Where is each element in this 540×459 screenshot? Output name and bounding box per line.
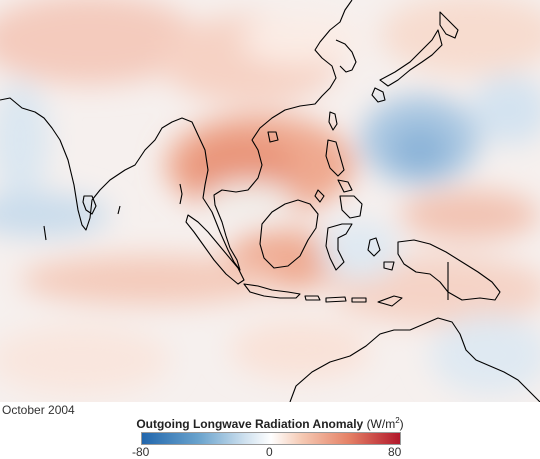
java-coast (243, 283, 301, 299)
anomaly-field (0, 0, 540, 395)
sumatra-coast (185, 214, 245, 285)
timor-coast (377, 295, 403, 307)
date-label: October 2004 (2, 403, 75, 417)
colorbar-max-label: 80 (388, 445, 402, 459)
legend-unit: (W/m2) (366, 416, 404, 431)
philippines-luzon (325, 139, 345, 177)
lesser-sunda-islands (304, 295, 367, 303)
legend-unit-exponent: 2 (395, 416, 400, 425)
japan-coast (379, 29, 443, 87)
korea-coast (335, 39, 357, 73)
palawan (314, 189, 325, 203)
coastlines (0, 0, 540, 402)
legend-title-text: Outgoing Longwave Radiation Anomaly (136, 417, 364, 431)
borneo-coast (259, 199, 319, 269)
hainan-coast (267, 131, 279, 143)
legend-title: Outgoing Longwave Radiation Anomaly (W/m… (0, 416, 540, 431)
anomaly-map (0, 0, 540, 402)
new-guinea-coast (397, 239, 501, 301)
sulawesi-coast (325, 223, 353, 271)
colorbar-min-label: -80 (132, 445, 150, 459)
japan-north-coast (439, 11, 459, 39)
legend-unit-suffix: ) (399, 417, 404, 431)
australia-coast (289, 317, 540, 402)
taiwan-coast (328, 111, 338, 131)
moluccas-islands (367, 237, 395, 271)
sri-lanka-coast (82, 195, 97, 215)
philippines-mindanao (339, 195, 363, 219)
andaman-islands (43, 183, 183, 241)
japan-south-coast (371, 87, 386, 103)
legend-unit-prefix: (W/m (366, 417, 396, 431)
colorbar-mid-label: 0 (266, 445, 273, 459)
philippines-visayas (337, 179, 353, 193)
asia-mainland-coast (0, 0, 353, 271)
colorbar (141, 432, 401, 445)
